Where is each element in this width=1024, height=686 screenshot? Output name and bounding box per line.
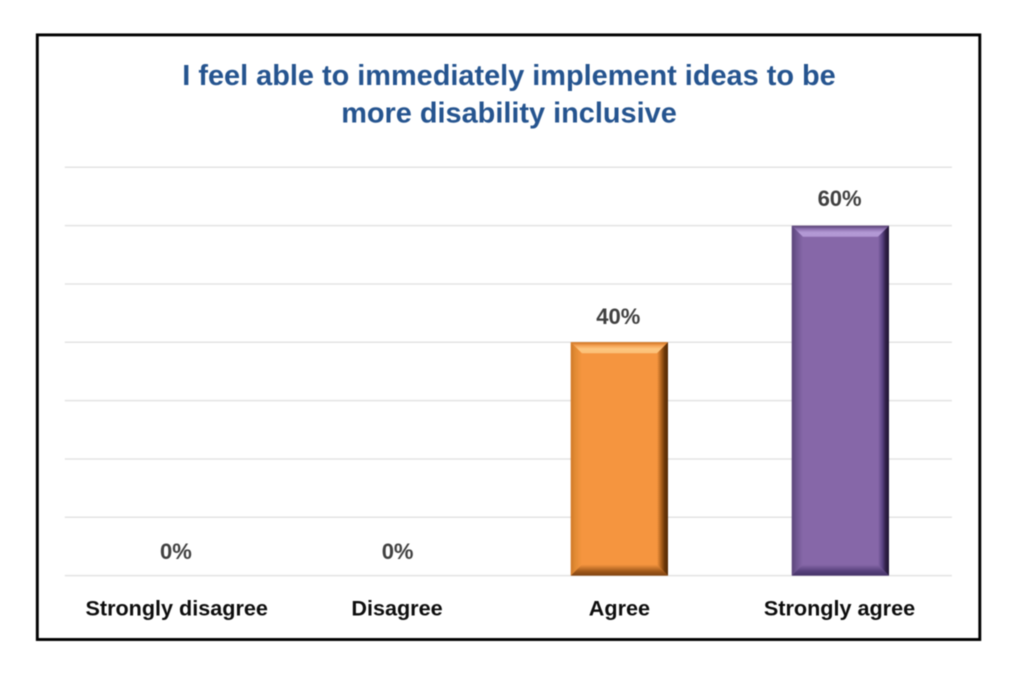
svg-text:Strongly agree: Strongly agree [764, 596, 915, 621]
svg-text:more disability inclusive: more disability inclusive [341, 98, 677, 130]
svg-text:Strongly disagree: Strongly disagree [85, 596, 267, 621]
svg-text:0%: 0% [160, 539, 192, 564]
svg-text:60%: 60% [818, 186, 862, 211]
svg-text:0%: 0% [382, 539, 414, 564]
svg-text:40%: 40% [596, 304, 640, 329]
svg-text:I feel able to immediately imp: I feel able to immediately implement ide… [182, 60, 835, 92]
svg-text:Agree: Agree [589, 596, 650, 621]
svg-text:Disagree: Disagree [351, 596, 442, 621]
